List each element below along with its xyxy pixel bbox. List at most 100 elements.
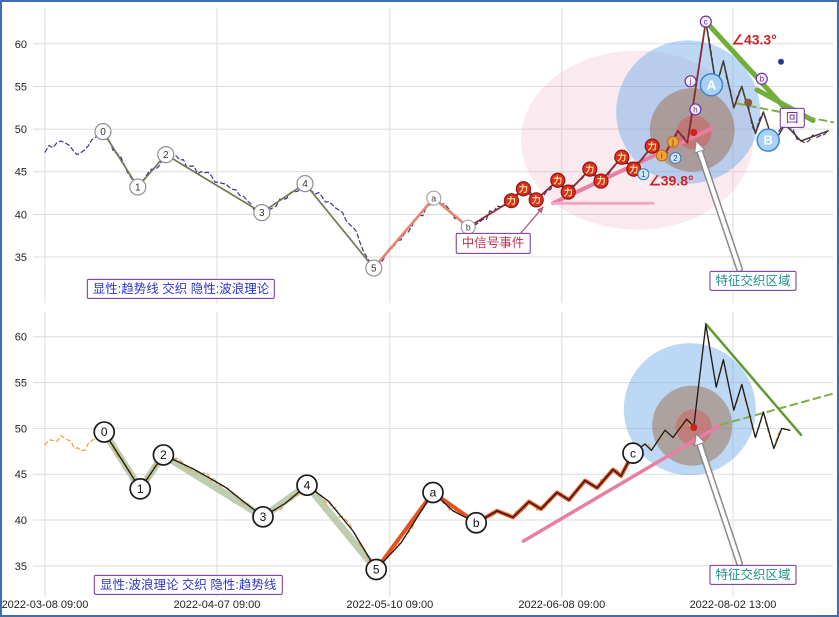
x-tick-label: 2022-08-02 13:00 xyxy=(690,599,777,611)
marker-label: b xyxy=(473,516,480,530)
marker-label: b xyxy=(760,75,765,84)
x-tick-label: 2022-04-07 09:00 xyxy=(174,599,261,611)
marker-label: 0 xyxy=(100,127,106,138)
marker-3 xyxy=(253,204,271,222)
marker-label: 4 xyxy=(304,478,311,492)
marker-a xyxy=(422,481,444,504)
y-tick-label: 50 xyxy=(15,423,27,435)
impulse-segment xyxy=(374,451,635,572)
marker-b xyxy=(755,72,768,85)
marker-力 xyxy=(593,173,609,189)
marker-label: 3 xyxy=(259,208,265,219)
marker-2 xyxy=(152,444,175,466)
marker-力 xyxy=(644,138,660,154)
y-tick-label: 50 xyxy=(15,124,27,136)
x-tick-label: 2022-05-10 09:00 xyxy=(346,599,433,611)
marker-i xyxy=(655,149,668,162)
wave-highlight xyxy=(100,428,380,573)
callout-arrowhead xyxy=(694,139,706,154)
marker-label: i xyxy=(661,151,663,160)
callout-arrowhead xyxy=(694,432,706,447)
marker-5 xyxy=(365,558,388,581)
y-tick-label: 60 xyxy=(15,39,27,51)
marker-label: 3 xyxy=(260,510,267,524)
y-tick-label: 40 xyxy=(15,209,27,221)
marker-c xyxy=(699,15,712,28)
marker-j xyxy=(684,75,697,88)
marker-c xyxy=(622,442,644,464)
marker-label: 力 xyxy=(507,195,516,206)
y-tick-label: 35 xyxy=(15,252,27,264)
marker-0 xyxy=(94,123,112,141)
marker-1 xyxy=(637,168,650,181)
marker-dot_navy xyxy=(778,58,784,65)
trendline-0-5 xyxy=(102,130,375,269)
marker-label: 力 xyxy=(648,140,657,151)
callout-arrowhead xyxy=(536,206,544,214)
marker-label: 5 xyxy=(371,264,377,275)
marker-2 xyxy=(157,146,175,164)
marker-B xyxy=(756,128,780,152)
marker-dot_brown xyxy=(744,98,753,107)
marker-力 xyxy=(528,192,544,208)
marker-4 xyxy=(296,175,314,193)
y-tick-label: 35 xyxy=(15,561,27,573)
marker-1 xyxy=(129,478,152,500)
x-tick-label: 2022-03-08 09:00 xyxy=(2,599,89,611)
marker-力 xyxy=(503,193,519,209)
marker-1 xyxy=(129,178,147,196)
marker-A xyxy=(699,72,724,97)
marker-label: 4 xyxy=(302,179,308,190)
marker-力 xyxy=(560,184,576,200)
marker-label: c xyxy=(704,17,708,26)
marker-label: a xyxy=(431,193,436,203)
marker-j xyxy=(667,135,679,148)
marker-label: 1 xyxy=(641,170,646,179)
marker-3 xyxy=(252,505,274,528)
green-dashed-line xyxy=(720,392,834,426)
green-trendline xyxy=(704,322,803,437)
descent-zigzag xyxy=(705,20,829,145)
marker-label: j xyxy=(689,77,692,86)
marker-label: c xyxy=(630,446,636,460)
marker-label: 1 xyxy=(137,482,144,496)
marker-label: 1 xyxy=(135,183,141,194)
marker-dot_red xyxy=(690,128,698,136)
marker-label: 力 xyxy=(596,175,605,186)
marker-力 xyxy=(515,181,532,197)
marker-4 xyxy=(296,474,318,497)
callout-arrow xyxy=(697,441,742,566)
marker-2 xyxy=(669,152,682,165)
marker-label: 0 xyxy=(101,425,108,439)
angle-annotation: ∠43.3° xyxy=(731,32,776,48)
marker-力 xyxy=(582,161,598,177)
marker-label: 力 xyxy=(519,183,528,194)
marker-label: 力 xyxy=(564,186,573,197)
marker-label: B xyxy=(764,133,773,148)
marker-label: 2 xyxy=(673,154,678,163)
marker-0 xyxy=(93,421,116,443)
marker-h xyxy=(689,103,702,116)
marker-label: A xyxy=(707,77,717,92)
angle-annotation: ∠39.8° xyxy=(648,172,693,188)
marker-dot_red xyxy=(690,423,698,431)
marker-label: h xyxy=(693,105,697,114)
marker-label: 5 xyxy=(373,563,380,577)
marker-a xyxy=(426,190,442,206)
marker-label: 力 xyxy=(585,163,594,174)
y-tick-label: 45 xyxy=(15,167,27,179)
marker-label: 力 xyxy=(532,194,541,205)
y-tick-label: 45 xyxy=(15,469,27,481)
pink-trendline xyxy=(521,422,723,543)
marker-label: a xyxy=(430,486,437,500)
marker-label: 2 xyxy=(163,150,169,161)
y-tick-label: 40 xyxy=(15,515,27,527)
marker-label: j xyxy=(671,138,674,147)
marker-力 xyxy=(550,172,566,188)
y-tick-label: 60 xyxy=(15,332,27,344)
callout-arrow xyxy=(697,148,742,271)
marker-label: 力 xyxy=(629,163,638,174)
y-tick-label: 55 xyxy=(15,378,27,390)
